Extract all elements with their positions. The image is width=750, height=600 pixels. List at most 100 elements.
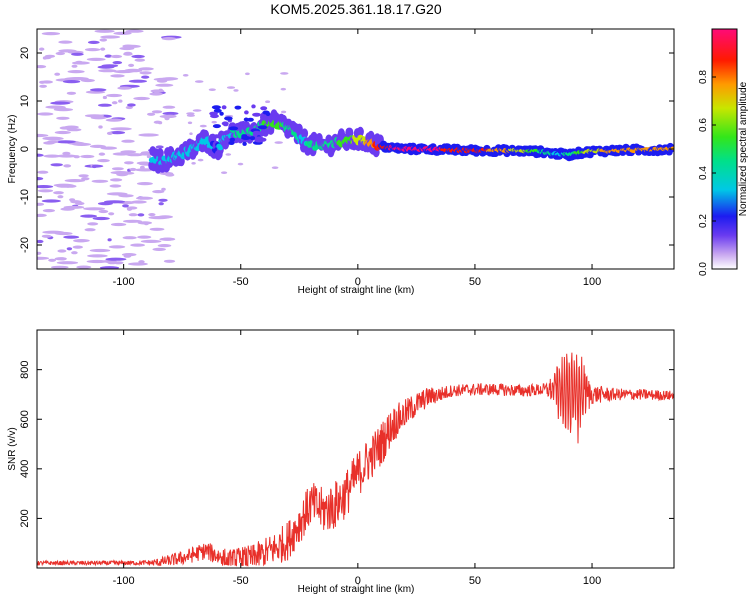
ridge-branch (209, 111, 218, 116)
noise-speckle (39, 80, 46, 84)
noise-speckle (192, 109, 202, 112)
noise-speckle (104, 200, 125, 204)
y-tick-label: -10 (19, 189, 31, 205)
noise-speckle (108, 212, 115, 216)
noise-speckle (39, 47, 45, 51)
noise-speckle (211, 120, 217, 124)
noise-speckle (98, 103, 112, 107)
noise-speckle (158, 202, 164, 206)
noise-speckle (100, 47, 106, 51)
noise-speckle (54, 72, 61, 76)
ridge-branch (239, 125, 247, 130)
noise-speckle (143, 222, 149, 226)
noise-speckle (280, 72, 289, 75)
noise-speckle (116, 173, 128, 177)
noise-speckle (89, 144, 106, 148)
noise-speckle (66, 128, 82, 132)
x-tick-label: -50 (233, 276, 249, 288)
noise-speckle (194, 80, 204, 83)
noise-speckle (136, 196, 153, 200)
noise-speckle (41, 31, 61, 36)
ridge-branch (243, 117, 249, 122)
noise-speckle (91, 179, 109, 183)
noise-speckle (148, 213, 156, 217)
noise-speckle (86, 57, 106, 62)
noise-speckle (130, 243, 146, 247)
noise-speckle (54, 231, 73, 236)
y-tick-label: -20 (19, 237, 31, 253)
noise-speckle (57, 249, 67, 253)
noise-speckle (110, 222, 127, 227)
ridge-halo (356, 126, 364, 137)
noise-speckle (162, 111, 179, 116)
snr-series-line (37, 352, 674, 567)
noise-speckle (131, 54, 145, 59)
ridge-halo (346, 127, 354, 138)
noise-speckle (186, 114, 195, 117)
noise-speckle (78, 174, 89, 178)
y-tick-label: 0 (19, 146, 31, 152)
noise-speckle (117, 86, 132, 90)
noise-speckle (107, 261, 118, 265)
noise-speckle (98, 69, 117, 73)
noise-speckle (37, 65, 47, 69)
noise-speckle (155, 145, 164, 149)
ridge-branch (222, 122, 229, 127)
noise-speckle (138, 67, 154, 71)
noise-speckle (271, 166, 279, 169)
noise-speckle (43, 154, 61, 158)
noise-speckle (37, 251, 42, 255)
noise-speckle (187, 121, 193, 125)
noise-speckle (208, 88, 216, 91)
colorbar-ticks: 0.0 0.2 0.4 0.6 0.8 (698, 70, 716, 276)
noise-speckle (90, 116, 107, 120)
noise-speckle (121, 139, 135, 143)
noise-speckle (136, 161, 152, 165)
noise-speckle (146, 155, 152, 159)
noise-speckle (53, 191, 64, 195)
noise-speckle (50, 163, 63, 167)
y-tick-label: 400 (19, 460, 31, 478)
noise-speckle (110, 127, 132, 131)
noise-speckle (126, 103, 136, 107)
noise-speckle (151, 110, 163, 114)
ridge-halo (301, 128, 309, 139)
noise-speckle (113, 31, 132, 35)
noise-speckle (84, 48, 101, 52)
noise-speckle (80, 78, 95, 83)
ridge-branch (244, 110, 249, 115)
noise-speckle (164, 117, 170, 121)
ridge-branch (252, 130, 261, 135)
noise-speckle (42, 209, 56, 213)
noise-speckle (280, 87, 287, 91)
noise-speckle (42, 136, 63, 140)
noise-speckle (90, 88, 107, 92)
noise-speckle (226, 86, 236, 89)
noise-speckle (280, 110, 287, 114)
noise-speckle (164, 114, 177, 118)
spectrogram-y-label: Frequency (Hz) (7, 115, 18, 184)
noise-speckle (159, 237, 176, 241)
colorbar-label: Normalized spectral amplitude (738, 81, 749, 216)
noise-speckle (153, 120, 162, 124)
noise-speckle (45, 105, 66, 109)
ridge-branch (228, 126, 239, 131)
noise-speckle (73, 239, 90, 243)
noise-speckle (140, 239, 162, 243)
noise-speckle (128, 213, 138, 217)
noise-speckle (113, 70, 134, 74)
noise-speckle (89, 248, 111, 253)
noise-speckle (87, 254, 108, 258)
ridge-core (217, 144, 224, 151)
ridge-branch (219, 111, 224, 116)
noise-speckle (104, 54, 113, 58)
noise-speckle (199, 124, 207, 128)
noise-speckle (55, 51, 65, 56)
noise-speckle (150, 89, 165, 93)
y-tick-label: 200 (19, 509, 31, 527)
noise-speckle (106, 131, 113, 135)
noise-speckle (69, 198, 76, 202)
noise-speckle (182, 74, 189, 77)
colorbar-tick-label: 0.6 (698, 118, 709, 132)
noise-speckle (161, 37, 177, 41)
